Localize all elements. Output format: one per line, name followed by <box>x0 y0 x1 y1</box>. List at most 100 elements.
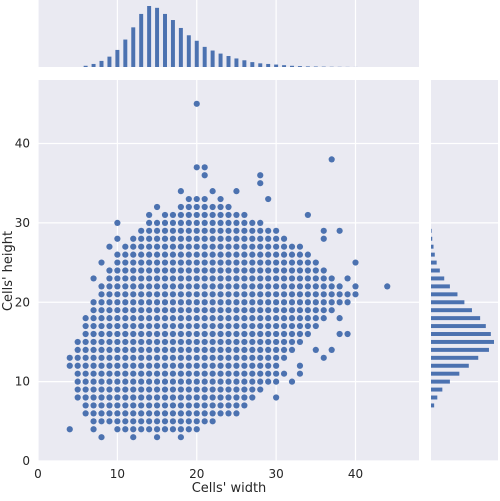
scatter-point <box>257 331 263 337</box>
scatter-point <box>83 339 89 345</box>
scatter-point <box>194 299 200 305</box>
scatter-point <box>265 315 271 321</box>
scatter-point <box>146 347 152 353</box>
scatter-point <box>352 283 358 289</box>
scatter-point <box>233 402 239 408</box>
scatter-point <box>217 394 223 400</box>
scatter-point <box>170 315 176 321</box>
scatter-point <box>130 394 136 400</box>
scatter-point <box>90 418 96 424</box>
scatter-point <box>249 323 255 329</box>
scatter-point <box>162 283 168 289</box>
scatter-point <box>162 323 168 329</box>
scatter-point <box>217 315 223 321</box>
scatter-point <box>98 259 104 265</box>
scatter-point <box>138 379 144 385</box>
scatter-point <box>202 252 208 258</box>
scatter-point <box>194 386 200 392</box>
scatter-point <box>186 355 192 361</box>
scatter-point <box>329 275 335 281</box>
scatter-point <box>202 379 208 385</box>
scatter-point <box>337 283 343 289</box>
scatter-point <box>178 426 184 432</box>
scatter-point <box>305 299 311 305</box>
scatter-point <box>273 252 279 258</box>
scatter-point <box>170 291 176 297</box>
scatter-point <box>146 267 152 273</box>
scatter-point <box>273 228 279 234</box>
scatter-point <box>162 418 168 424</box>
scatter-point <box>170 339 176 345</box>
scatter-point <box>281 291 287 297</box>
scatter-point <box>210 339 216 345</box>
scatter-point <box>138 275 144 281</box>
scatter-point <box>194 379 200 385</box>
scatter-point <box>162 259 168 265</box>
scatter-point <box>297 252 303 258</box>
scatter-point <box>217 347 223 353</box>
scatter-point <box>170 307 176 313</box>
scatter-point <box>257 252 263 258</box>
scatter-point <box>305 275 311 281</box>
marginal-x-bar <box>266 64 270 67</box>
scatter-point <box>233 291 239 297</box>
scatter-point <box>114 236 120 242</box>
scatter-point <box>273 315 279 321</box>
scatter-point <box>233 275 239 281</box>
scatter-point <box>329 291 335 297</box>
marginal-x-bar <box>282 65 286 67</box>
scatter-point <box>186 386 192 392</box>
scatter-point <box>106 402 112 408</box>
marginal-y-bar <box>431 340 494 344</box>
scatter-point <box>186 196 192 202</box>
scatter-point <box>98 347 104 353</box>
scatter-point <box>202 402 208 408</box>
scatter-point <box>146 371 152 377</box>
scatter-point <box>202 394 208 400</box>
scatter-point <box>186 339 192 345</box>
scatter-point <box>178 259 184 265</box>
marginal-y-bar <box>431 332 491 336</box>
scatter-point <box>210 275 216 281</box>
scatter-point <box>130 315 136 321</box>
scatter-point <box>114 267 120 273</box>
scatter-point <box>241 228 247 234</box>
scatter-point <box>114 426 120 432</box>
scatter-point <box>138 283 144 289</box>
scatter-point <box>114 315 120 321</box>
scatter-point <box>297 323 303 329</box>
scatter-point <box>281 371 287 377</box>
scatter-point <box>233 355 239 361</box>
scatter-point <box>233 228 239 234</box>
scatter-point <box>202 204 208 210</box>
scatter-point <box>75 371 81 377</box>
scatter-point <box>106 386 112 392</box>
scatter-point <box>90 323 96 329</box>
scatter-point <box>281 339 287 345</box>
scatter-point <box>114 299 120 305</box>
scatter-point <box>265 267 271 273</box>
scatter-point <box>83 323 89 329</box>
marginal-x-bar <box>155 8 159 67</box>
scatter-point <box>241 259 247 265</box>
scatter-point <box>90 426 96 432</box>
scatter-point <box>257 259 263 265</box>
scatter-point <box>106 323 112 329</box>
scatter-point <box>202 418 208 424</box>
scatter-point <box>321 267 327 273</box>
scatter-point <box>90 379 96 385</box>
scatter-point <box>146 291 152 297</box>
scatter-point <box>130 426 136 432</box>
marginal-y-bar <box>431 292 457 296</box>
scatter-point <box>114 355 120 361</box>
scatter-point <box>241 244 247 250</box>
marginal-x-bar <box>107 57 111 67</box>
scatter-point <box>257 355 263 361</box>
scatter-point <box>249 363 255 369</box>
scatter-point <box>194 291 200 297</box>
x-tick-label: 30 <box>268 467 283 481</box>
scatter-point <box>233 331 239 337</box>
scatter-point <box>202 267 208 273</box>
marginal-y-bar <box>431 380 450 384</box>
y-tick-label: 0 <box>22 454 30 468</box>
